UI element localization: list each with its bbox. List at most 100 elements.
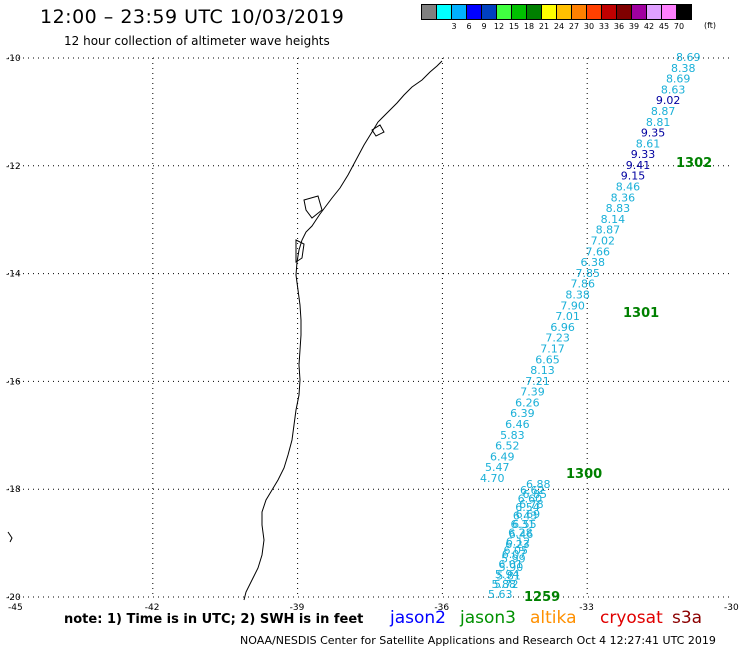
pass-label: 1302 [676,156,712,171]
swh-label: 9.35 [641,127,666,140]
color-scale-label: 27 [568,22,580,31]
coast-fragment [7,531,13,543]
swh-label: 9.15 [621,170,646,183]
swh-label: 8.13 [530,364,555,377]
swh-label: 6.23 [505,538,529,551]
color-scale-label: 3 [451,22,457,31]
swh-label: 6.01 [498,558,523,571]
lon-tick-label: -33 [579,603,594,613]
swh-label: 5.90 [499,561,524,574]
swh-label: 6.05 [503,544,528,557]
swh-label: 7.90 [560,299,585,312]
color-scale-label: 12 [493,22,505,31]
swh-label: 6.07 [502,548,527,561]
pass-label: 1259 [524,590,560,605]
swh-label: 5.81 [496,569,521,582]
swh-label: 5.72 [494,578,519,591]
color-swatch: 6 [451,4,472,31]
swh-label: 6.54 [515,501,540,514]
swh-label: 7.21 [525,375,550,388]
swh-label: 7.39 [520,386,545,399]
lon-tick-label: -42 [145,603,160,613]
color-swatch: 27 [556,4,579,31]
color-scale-label: 42 [643,22,655,31]
color-swatch: 33 [586,4,609,31]
lon-tick-label: -36 [434,603,449,613]
swh-label: 8.14 [601,213,626,226]
swh-label: 6.85 [523,488,548,501]
color-scale-label: 15 [508,22,520,31]
color-scale-label: 39 [628,22,640,31]
swh-label: 9.41 [626,159,651,172]
swh-label: 6.69 [516,508,541,521]
swh-label: 8.61 [636,137,661,150]
legend-jason3: jason3 [460,608,516,628]
swh-label: 8.81 [646,116,671,129]
swh-label: 8.36 [611,191,636,204]
swh-label: 5.88 [491,578,516,591]
coast-inlet [295,239,305,263]
swh-label: 5.47 [485,461,510,474]
swh-label: 8.87 [651,105,676,118]
swh-label: 6.38 [581,256,606,269]
swh-label: 6.65 [535,353,560,366]
swh-label: 6.52 [495,440,519,453]
swh-label: 6.96 [550,321,575,334]
swh-label: 8.38 [565,288,590,301]
swh-label: 8.46 [616,181,641,194]
lon-tick-label: -30 [724,603,739,613]
color-scale-label: 45 [658,22,670,31]
swh-label: 7.23 [545,332,570,345]
swh-label: 6.60 [518,493,543,506]
coastline [243,60,443,601]
swh-label: 6.31 [511,518,535,531]
color-scale-label: 24 [553,22,565,31]
swh-label: 7.86 [570,278,595,291]
swh-label: 6.46 [509,528,534,541]
swh-label: 8.69 [666,73,691,86]
swh-label: 8.83 [606,202,631,215]
coast-bay [303,195,323,219]
lat-tick-label: -14 [6,270,21,280]
swh-label: 6.49 [490,450,515,463]
pass-label: 1300 [566,467,602,482]
swh-label: 6.39 [510,407,534,420]
swh-label: 8.87 [596,224,621,237]
swh-label: 5.94 [495,568,519,581]
color-scale-label: 21 [538,22,550,31]
legend-altika: altika [530,608,577,628]
map-subtitle: 12 hour collection of altimeter wave hei… [64,34,330,48]
swh-label: 9.02 [656,94,681,107]
swh-label: 7.66 [586,245,611,258]
map-title: 12:00 – 23:59 UTC 10/03/2019 [40,6,345,28]
legend-s3a: s3a [672,608,703,628]
swh-label: 6.43 [513,510,538,523]
swh-label: 6.28 [508,527,533,540]
swh-label: 5.63 [488,588,513,601]
swh-label: 6.12 [506,535,531,548]
lat-tick-label: -12 [6,162,21,172]
swh-label: 8.38 [671,62,696,75]
swh-label: 7.01 [555,310,580,323]
color-scale-label: 36 [613,22,625,31]
swh-label: 6.78 [519,498,544,511]
credit-line: NOAA/NESDIS Center for Satellite Applica… [240,634,716,647]
swh-label: 6.46 [505,418,529,431]
color-scale-label: 30 [583,22,595,31]
color-scale-label: 33 [598,22,610,31]
color-scale-unit: (ft) [704,21,717,30]
swh-label: 4.70 [480,472,505,485]
swh-label: 9.33 [631,148,656,161]
swh-label: 5.83 [500,429,524,442]
color-scale-label: 18 [523,22,535,31]
coast-island [371,124,385,137]
legend-jason2: jason2 [390,608,446,628]
lat-tick-label: -20 [6,593,21,603]
swh-label: 7.85 [575,267,600,280]
lat-tick-label: -18 [6,485,21,495]
color-swatch [676,4,692,20]
pass-label: 1301 [623,306,659,321]
swh-label: 6.26 [515,396,540,409]
color-scale-bar: 3 6 9 12 15 18 21 24 27 30 33 36 39 42 45 70 [421,4,692,31]
